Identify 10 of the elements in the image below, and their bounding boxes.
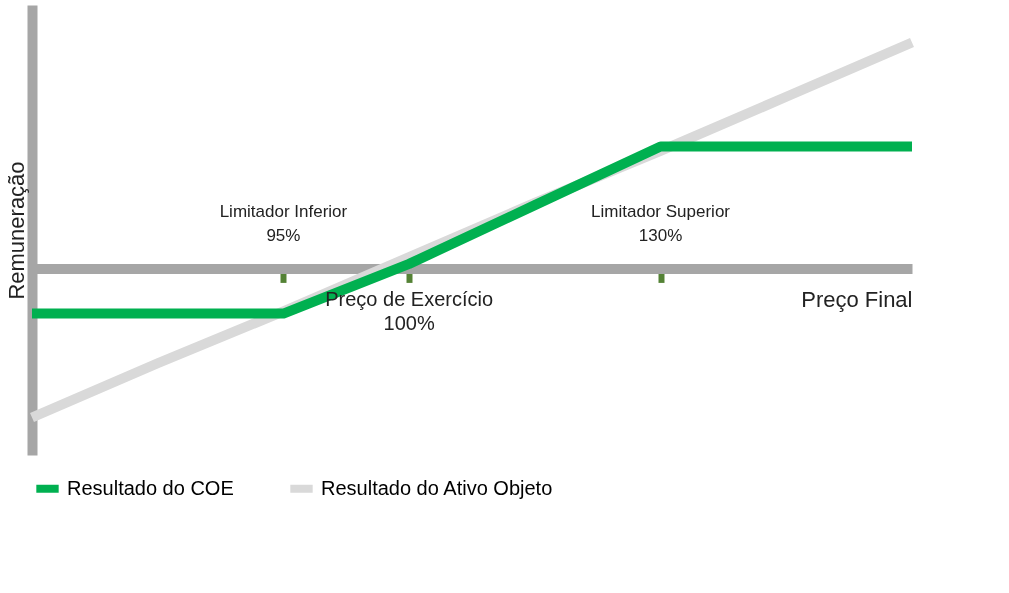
x-tick-label: 95%	[266, 226, 301, 246]
legend-label: Resultado do COE	[67, 476, 234, 499]
legend-label: Resultado do Ativo Objeto	[321, 476, 553, 499]
x-axis-title: Preço Final	[801, 286, 913, 312]
annotation: Limitador Superior	[591, 202, 731, 222]
y-axis-title: Remuneração	[3, 161, 29, 300]
annotation: Preço de Exercício	[325, 288, 494, 311]
x-tick-label: 100%	[383, 312, 435, 335]
x-tick-label: 130%	[638, 226, 683, 246]
annotation: Limitador Inferior	[219, 202, 348, 222]
